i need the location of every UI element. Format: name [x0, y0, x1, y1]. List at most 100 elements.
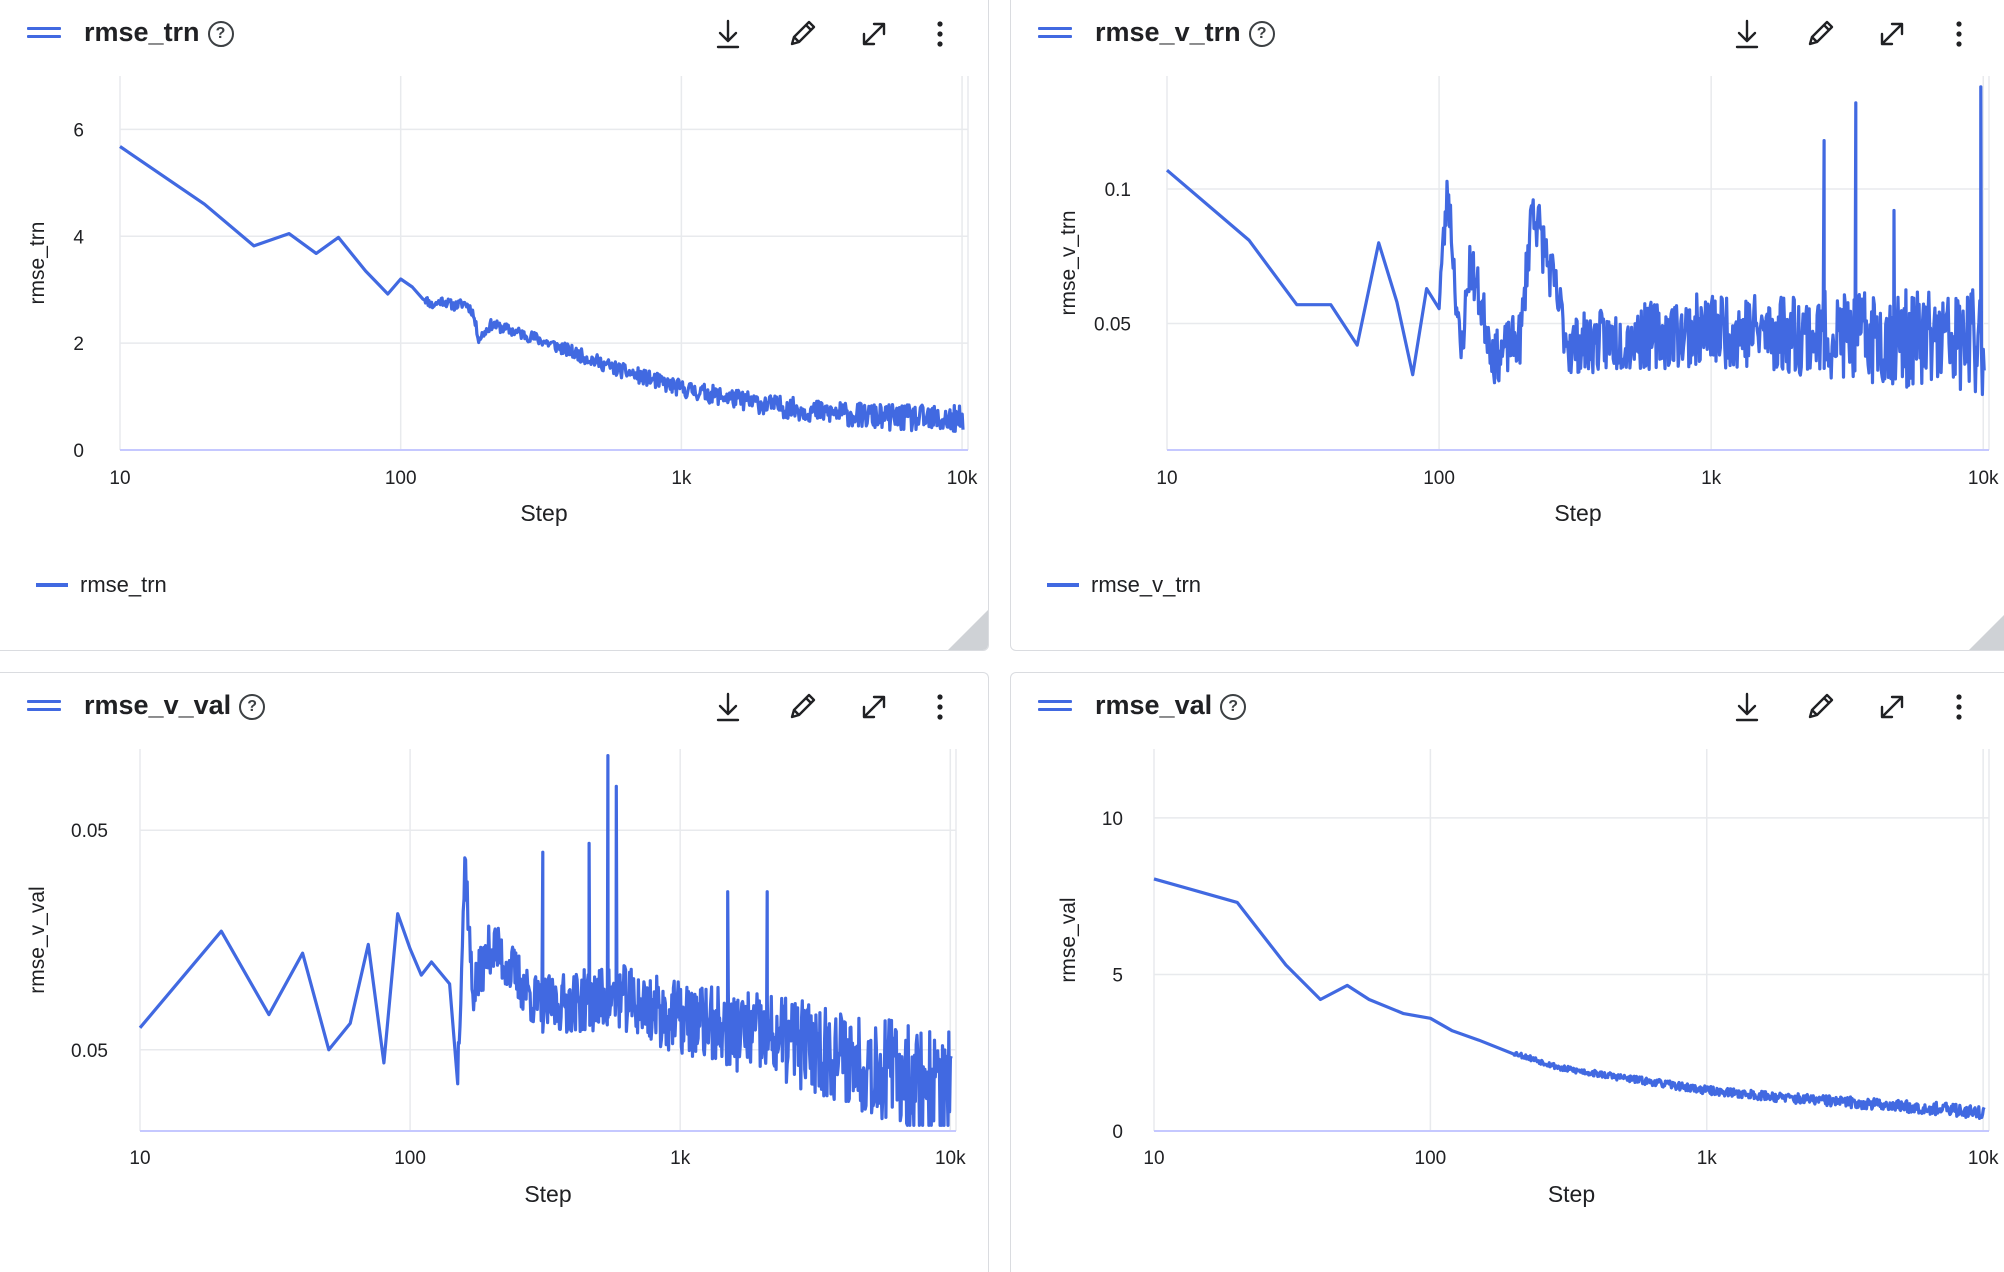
- expand-button[interactable]: [1872, 14, 1912, 54]
- download-button[interactable]: [708, 14, 748, 54]
- legend-swatch: [1047, 583, 1079, 587]
- x-axis-title: Step: [1548, 1181, 1595, 1207]
- card-title: rmse_v_val?: [84, 687, 266, 723]
- x-tick-label: 10k: [935, 1148, 966, 1169]
- card-title-text: rmse_v_trn: [1095, 17, 1241, 47]
- card-header: rmse_v_val?: [0, 673, 988, 739]
- x-tick-label: 10k: [947, 468, 978, 489]
- more-vert-icon: [937, 21, 943, 47]
- more-vert-icon: [1956, 694, 1962, 720]
- y-axis-title: rmse_val: [1057, 897, 1080, 982]
- x-tick-label: 10: [1143, 1148, 1164, 1169]
- resize-handle[interactable]: [948, 610, 988, 650]
- expand-icon: [862, 22, 886, 46]
- drag-handle-icon[interactable]: [1038, 700, 1072, 712]
- help-icon[interactable]: ?: [1248, 21, 1275, 47]
- download-button[interactable]: [1727, 687, 1767, 727]
- x-tick-label: 100: [1415, 1148, 1447, 1169]
- expand-button[interactable]: [1872, 687, 1912, 727]
- help-icon[interactable]: ?: [1220, 694, 1247, 720]
- chart-legend: rmse_trn: [36, 572, 167, 598]
- series-line: [138, 754, 953, 1127]
- x-tick-label: 100: [394, 1148, 426, 1169]
- line-chart: 10 100 1k 10k 0.05 0.1 Step rmse_v_trn: [1057, 76, 1999, 526]
- card-title-text: rmse_v_val: [84, 690, 232, 720]
- more-vert-icon: [1956, 21, 1962, 47]
- edit-button[interactable]: [1800, 687, 1840, 727]
- chart-legend: rmse_v_trn: [1047, 572, 1201, 598]
- x-tick-label: 10k: [1968, 1148, 1999, 1169]
- chart-card-rmse-v-val: rmse_v_val? 10 100 1k 10k 0.05 0.05 Step rmse_v…: [0, 672, 989, 1272]
- chart-card-rmse-trn: rmse_trn? 10 100 1k 10k 0 2 4 6 Step rmse_trn rms…: [0, 0, 989, 651]
- y-tick-label: 0: [1112, 1122, 1123, 1143]
- series-line: [1153, 877, 1986, 1120]
- y-tick-label: 0.05: [71, 821, 108, 842]
- resize-handle[interactable]: [1969, 610, 2004, 650]
- x-axis-title: Step: [524, 1181, 571, 1207]
- more-options-button[interactable]: [920, 14, 960, 54]
- edit-button[interactable]: [1800, 14, 1840, 54]
- x-tick-label: 1k: [670, 1148, 691, 1169]
- drag-handle-icon[interactable]: [27, 700, 61, 712]
- x-tick-label: 100: [1423, 468, 1455, 489]
- download-icon: [716, 692, 740, 722]
- card-title: rmse_v_trn?: [1095, 14, 1275, 50]
- more-vert-icon: [937, 694, 943, 720]
- x-tick-label: 100: [385, 468, 417, 489]
- y-axis-title: rmse_v_val: [26, 886, 49, 993]
- x-axis-title: Step: [520, 500, 567, 526]
- card-title-text: rmse_trn: [84, 17, 200, 47]
- card-title-text: rmse_val: [1095, 690, 1213, 720]
- x-tick-label: 1k: [1697, 1148, 1718, 1169]
- chart-card-rmse-v-trn: rmse_v_trn? 10 100 1k 10k 0.05 0.1 Step rmse_v_…: [1010, 0, 2004, 651]
- y-axis-title: rmse_trn: [26, 222, 49, 305]
- y-tick-label: 6: [73, 120, 84, 141]
- download-button[interactable]: [1727, 14, 1767, 54]
- y-tick-label: 0.05: [1094, 315, 1131, 336]
- x-tick-label: 10: [1156, 468, 1177, 489]
- y-tick-label: 0: [73, 441, 84, 462]
- help-icon[interactable]: ?: [239, 694, 266, 720]
- legend-swatch: [36, 583, 68, 587]
- x-axis-title: Step: [1554, 500, 1601, 526]
- expand-icon: [862, 695, 886, 719]
- download-icon: [1735, 692, 1759, 722]
- more-options-button[interactable]: [1939, 687, 1979, 727]
- x-tick-label: 10: [129, 1148, 150, 1169]
- x-tick-label: 1k: [1701, 468, 1722, 489]
- card-header: rmse_v_trn?: [1011, 0, 2004, 66]
- edit-icon: [790, 20, 816, 46]
- download-button[interactable]: [708, 687, 748, 727]
- card-header: rmse_trn?: [0, 0, 988, 66]
- drag-handle-icon[interactable]: [27, 27, 61, 39]
- download-icon: [1735, 19, 1759, 49]
- expand-icon: [1880, 695, 1904, 719]
- edit-icon: [1808, 693, 1834, 719]
- card-header: rmse_val?: [1011, 673, 2004, 739]
- drag-handle-icon[interactable]: [1038, 27, 1072, 39]
- edit-button[interactable]: [782, 687, 822, 727]
- x-tick-label: 10: [109, 468, 130, 489]
- edit-icon: [790, 693, 816, 719]
- more-options-button[interactable]: [1939, 14, 1979, 54]
- more-options-button[interactable]: [920, 687, 960, 727]
- y-tick-label: 4: [73, 227, 84, 248]
- series-line: [119, 145, 965, 433]
- card-title: rmse_val?: [1095, 687, 1247, 723]
- series-line: [1165, 85, 1986, 397]
- x-tick-label: 10k: [1968, 468, 1999, 489]
- line-chart: 10 100 1k 10k 0.05 0.05 Step rmse_v_val: [26, 749, 966, 1207]
- expand-button[interactable]: [854, 687, 894, 727]
- legend-label: rmse_trn: [80, 572, 167, 597]
- y-tick-label: 0.1: [1105, 180, 1131, 201]
- edit-icon: [1808, 20, 1834, 46]
- x-tick-label: 1k: [671, 468, 692, 489]
- card-title: rmse_trn?: [84, 14, 234, 50]
- expand-icon: [1880, 22, 1904, 46]
- y-tick-label: 5: [1112, 965, 1123, 986]
- edit-button[interactable]: [782, 14, 822, 54]
- help-icon[interactable]: ?: [207, 21, 234, 47]
- chart-card-rmse-val: rmse_val? 10 100 1k 10k 0 5 10 Step rmse_val: [1010, 672, 2004, 1272]
- expand-button[interactable]: [854, 14, 894, 54]
- y-axis-title: rmse_v_trn: [1057, 210, 1080, 315]
